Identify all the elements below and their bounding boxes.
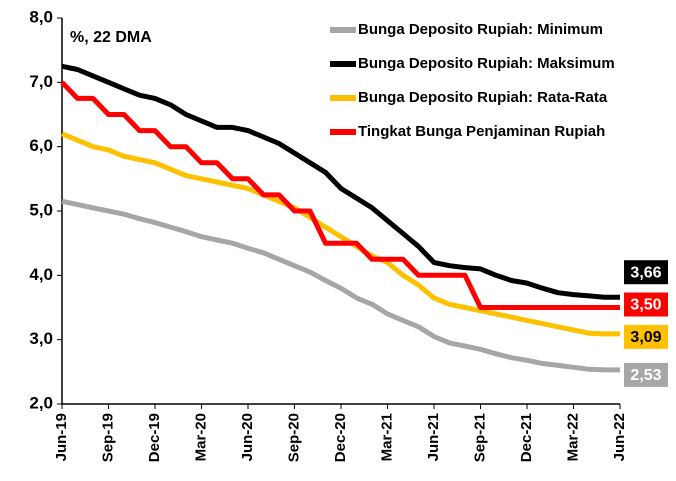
end-label: 2,53 [630,367,661,384]
x-tick-label: Jun-21 [425,413,442,461]
y-tick-label: 4,0 [29,265,53,284]
y-tick-label: 3,0 [29,329,53,348]
series-line [61,63,620,300]
x-tick-label: Sep-20 [285,413,302,462]
legend-label: Tingkat Bunga Penjaminan Rupiah [358,123,605,140]
y-tick-label: 8,0 [29,7,53,26]
x-tick-label: Jun-19 [53,413,70,461]
end-label-box [624,362,668,387]
legend-label: Bunga Deposito Rupiah: Rata-Rata [358,89,608,106]
y-tick-label: 6,0 [29,136,53,155]
y-tick-label: 2,0 [29,393,53,412]
x-tick-label: Mar-21 [378,413,395,461]
x-tick-label: Jun-22 [611,413,628,461]
x-tick-label: Mar-22 [564,413,581,461]
end-label: 3,09 [630,329,661,346]
legend-label: Bunga Deposito Rupiah: Maksimum [358,55,615,72]
y-tick-label: 5,0 [29,200,53,219]
x-tick-label: Dec-19 [146,413,163,462]
y-tick-label: 7,0 [29,72,53,91]
end-label-box [624,260,668,285]
x-tick-label: Jun-20 [239,413,256,461]
end-label: 3,66 [630,264,661,281]
chart-subtitle: %, 22 DMA [70,29,152,46]
series-line [61,198,620,373]
end-label: 3,50 [630,297,661,314]
legend-label: Bunga Deposito Rupiah: Minimum [358,21,603,38]
x-tick-label: Dec-21 [518,413,535,462]
end-label-box [624,324,668,349]
series-line [61,131,620,337]
x-tick-label: Sep-19 [99,413,116,462]
series-line [60,80,620,310]
x-tick-label: Sep-21 [471,413,488,462]
x-tick-label: Mar-20 [192,413,209,461]
x-tick-label: Dec-20 [332,413,349,462]
end-label-box [624,292,668,317]
